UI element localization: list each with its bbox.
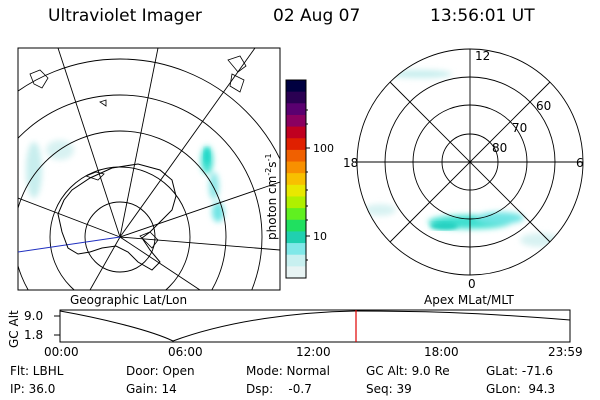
colorbar-stripe <box>286 208 306 221</box>
timeline-xtick-0600: 06:00 <box>168 345 203 359</box>
status-gain: Gain: 14 <box>126 382 177 396</box>
geographic-panel-label: Geographic Lat/Lon <box>70 293 187 307</box>
colorbar-stripe <box>286 126 306 139</box>
header-time: 13:56:01 UT <box>430 6 535 26</box>
mlat-mlt-plot: 12 18 6 0 60 70 80 <box>343 48 584 291</box>
colorbar-unit-label: photon cm-2s-1 <box>264 153 279 240</box>
timeline-ytick-9: 9.0 <box>24 309 43 323</box>
timeline-xtick-1800: 18:00 <box>424 345 459 359</box>
status-gcalt: GC Alt: 9.0 Re <box>366 364 450 378</box>
mlt-label-6: 6 <box>576 156 584 170</box>
altitude-timeline: GC Alt 9.0 1.8 00:00 06:00 12:00 18:00 2… <box>7 309 583 359</box>
mlat-label-80: 80 <box>492 141 507 155</box>
header-date: 02 Aug 07 <box>273 6 361 26</box>
colorbar-stripe <box>286 219 306 232</box>
timeline-xtick-2359: 23:59 <box>548 345 583 359</box>
timeline-ylabel: GC Alt <box>7 310 21 348</box>
mlt-label-18: 18 <box>343 156 358 170</box>
mlat-label-60: 60 <box>536 99 551 113</box>
colorbar-stripe <box>286 161 306 174</box>
colorbar-stripe <box>286 184 306 197</box>
colorbar-stripe <box>286 91 306 104</box>
apex-panel-label: Apex MLat/MLT <box>424 293 514 307</box>
status-glat: GLat: -71.6 <box>486 364 553 378</box>
colorbar: 100 10 photon cm-2s-1 <box>264 79 334 279</box>
colorbar-tick-10: 10 <box>313 230 327 243</box>
colorbar-stripe <box>286 266 306 279</box>
colorbar-stripe <box>286 149 306 163</box>
status-dsp: Dsp: -0.7 <box>246 382 312 396</box>
colorbar-stripe <box>286 196 306 209</box>
status-ip: IP: 36.0 <box>10 382 56 396</box>
status-glon: GLon: 94.3 <box>486 382 556 396</box>
colorbar-stripe <box>286 103 306 116</box>
timeline-xtick-1200: 12:00 <box>296 345 331 359</box>
mlt-label-0: 0 <box>468 277 476 291</box>
status-seq: Seq: 39 <box>366 382 412 396</box>
status-door: Door: Open <box>126 364 195 378</box>
instrument-title: Ultraviolet Imager <box>48 6 202 26</box>
colorbar-stripe <box>286 231 306 244</box>
geographic-map <box>17 47 281 291</box>
timeline-xtick-0000: 00:00 <box>44 345 79 359</box>
colorbar-stripe <box>286 138 306 151</box>
mlat-label-70: 70 <box>512 121 527 135</box>
status-flt: Flt: LBHL <box>10 364 64 378</box>
colorbar-stripe <box>286 254 306 267</box>
timeline-ytick-1.8: 1.8 <box>24 328 43 342</box>
colorbar-stripe <box>286 173 306 186</box>
colorbar-stripe <box>286 80 306 93</box>
colorbar-stripe <box>286 243 306 256</box>
colorbar-tick-100: 100 <box>313 142 334 155</box>
status-mode: Mode: Normal <box>246 364 330 378</box>
colorbar-stripe <box>286 114 306 128</box>
mlt-label-12: 12 <box>475 49 490 63</box>
